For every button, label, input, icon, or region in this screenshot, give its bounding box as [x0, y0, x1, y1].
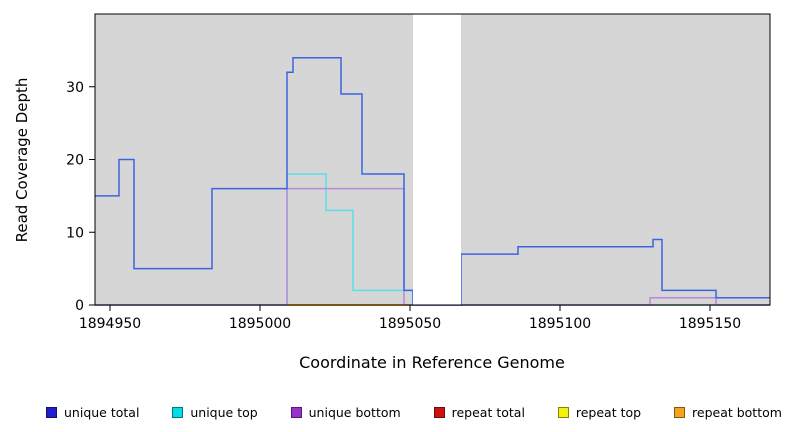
x-tick-label: 1895050	[379, 316, 441, 332]
x-tick-label: 1895150	[679, 316, 741, 332]
axis-titles: Coordinate in Reference Genome Read Cove…	[13, 78, 565, 372]
y-axis-title: Read Coverage Depth	[13, 78, 31, 243]
legend-swatch-repeat_bottom	[674, 407, 686, 418]
y-tick-label: 10	[66, 225, 84, 241]
legend-label: repeat bottom	[692, 405, 782, 420]
legend-item-repeat_total: repeat total	[433, 405, 525, 420]
legend-swatch-unique_total	[46, 407, 57, 418]
legend-swatch-repeat_top	[557, 407, 569, 418]
legend-item-unique_total: unique total	[46, 405, 139, 420]
x-tick-label: 1895100	[529, 316, 591, 332]
chart-legend: unique total unique top unique bottom repea…	[46, 405, 782, 420]
legend-label: unique top	[190, 405, 258, 420]
legend-item-unique_top: unique top	[172, 405, 258, 420]
legend-item-repeat_bottom: repeat bottom	[674, 405, 782, 420]
legend-swatch-unique_bottom	[290, 407, 302, 418]
legend-swatch-repeat_total	[433, 407, 445, 418]
coverage-gap-region	[413, 14, 461, 305]
y-tick-label: 20	[66, 153, 84, 169]
x-tick-label: 1895000	[229, 316, 291, 332]
series-line-unique_total	[95, 56, 770, 306]
legend-swatch-unique_top	[172, 407, 184, 418]
y-tick-label: 0	[75, 298, 84, 314]
legend-label: repeat total	[451, 405, 525, 420]
x-tick-label: 1894950	[79, 316, 141, 332]
legend-item-unique_bottom: unique bottom	[290, 405, 401, 420]
y-tick-label: 30	[66, 80, 84, 96]
legend-label: unique total	[64, 405, 140, 420]
legend-item-repeat_top: repeat top	[557, 405, 642, 420]
legend-label: unique bottom	[308, 405, 401, 420]
x-axis-title: Coordinate in Reference Genome	[299, 353, 565, 372]
legend-label: repeat top	[575, 405, 642, 420]
